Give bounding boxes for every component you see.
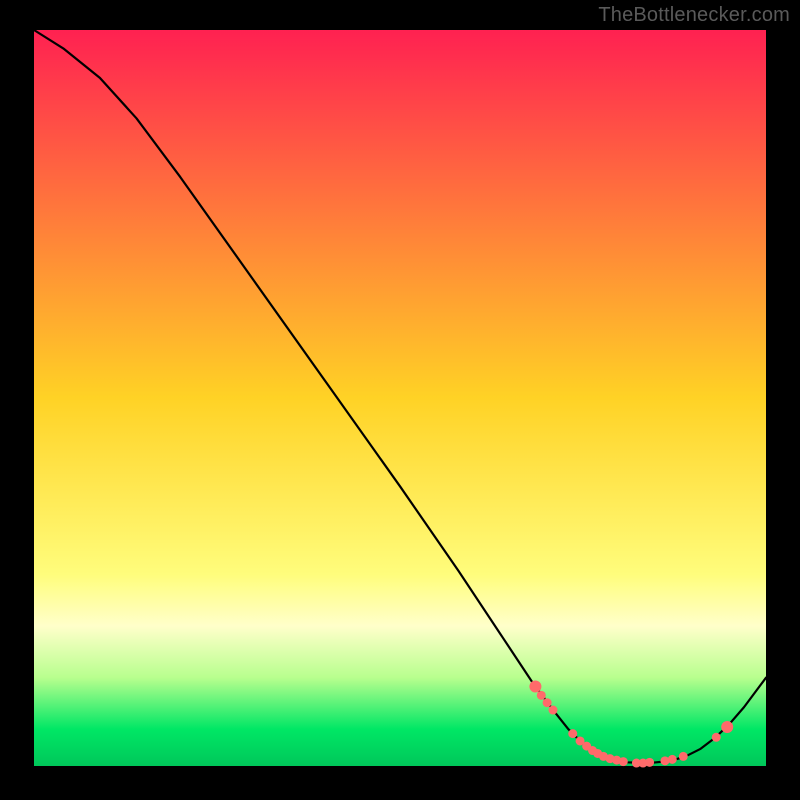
marker-dot bbox=[712, 733, 721, 742]
marker-dot bbox=[619, 757, 628, 766]
marker-dot bbox=[721, 721, 733, 733]
marker-dot bbox=[679, 752, 688, 761]
marker-dot bbox=[543, 698, 552, 707]
marker-dot bbox=[548, 706, 557, 715]
chart-frame bbox=[0, 0, 800, 800]
marker-dot bbox=[568, 729, 577, 738]
marker-dot bbox=[668, 755, 677, 764]
marker-dot bbox=[537, 691, 546, 700]
chart-svg bbox=[0, 0, 800, 800]
watermark: TheBottlenecker.com bbox=[598, 4, 790, 27]
plot-background bbox=[34, 30, 766, 766]
marker-dot bbox=[645, 758, 654, 767]
marker-dot bbox=[529, 681, 541, 693]
